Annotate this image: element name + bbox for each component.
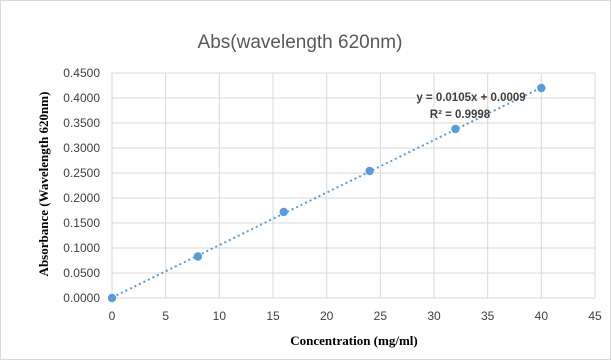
y-tick-label: 0.4500: [63, 66, 100, 80]
data-point: [451, 124, 460, 134]
y-tick-label: 0.2500: [63, 166, 100, 180]
x-tick-label: 30: [427, 309, 441, 323]
data-point: [193, 252, 203, 261]
y-axis-label: Absorbance (Wavelength 620nm): [36, 92, 51, 277]
data-point: [107, 293, 117, 303]
y-tick-label: 0.0000: [63, 291, 100, 305]
trendline-equation: y = 0.0105x + 0.0009: [416, 92, 525, 104]
x-tick-label: 0: [109, 309, 116, 323]
y-tick-label: 0.0500: [63, 266, 100, 280]
x-tick-label: 40: [535, 309, 549, 323]
y-tick-label: 0.1500: [63, 216, 100, 230]
data-points: [107, 83, 546, 303]
x-tick-label: 10: [213, 309, 227, 323]
r-squared-label: R² = 0.9998: [430, 109, 491, 121]
y-tick-label: 0.1000: [63, 241, 100, 255]
x-tick-label: 20: [320, 309, 334, 323]
x-tick-label: 5: [162, 309, 169, 323]
y-tick-label: 0.2000: [63, 191, 100, 205]
y-tick-labels: 0.0000 0.0500 0.1000 0.1500 0.2000 0.2500 0.30…: [63, 66, 100, 305]
x-tick-label: 35: [481, 309, 495, 323]
y-tick-label: 0.3000: [63, 141, 100, 155]
x-tick-label: 45: [588, 309, 602, 323]
data-point: [537, 83, 546, 93]
data-point: [279, 207, 288, 217]
y-tick-label: 0.3500: [63, 116, 100, 130]
x-tick-label: 15: [266, 309, 280, 323]
x-axis-label: Concentration (mg/ml): [290, 333, 417, 348]
horizontal-gridlines: [112, 72, 595, 299]
x-tick-label: 25: [374, 309, 388, 323]
chart-title: Abs(wavelength 620nm): [198, 32, 403, 53]
y-tick-label: 0.4000: [63, 91, 100, 105]
data-point: [365, 166, 374, 176]
vertical-gridlines: [111, 73, 596, 298]
x-tick-labels: 0 5 10 15 20 25 30 35 40 45: [109, 309, 602, 323]
